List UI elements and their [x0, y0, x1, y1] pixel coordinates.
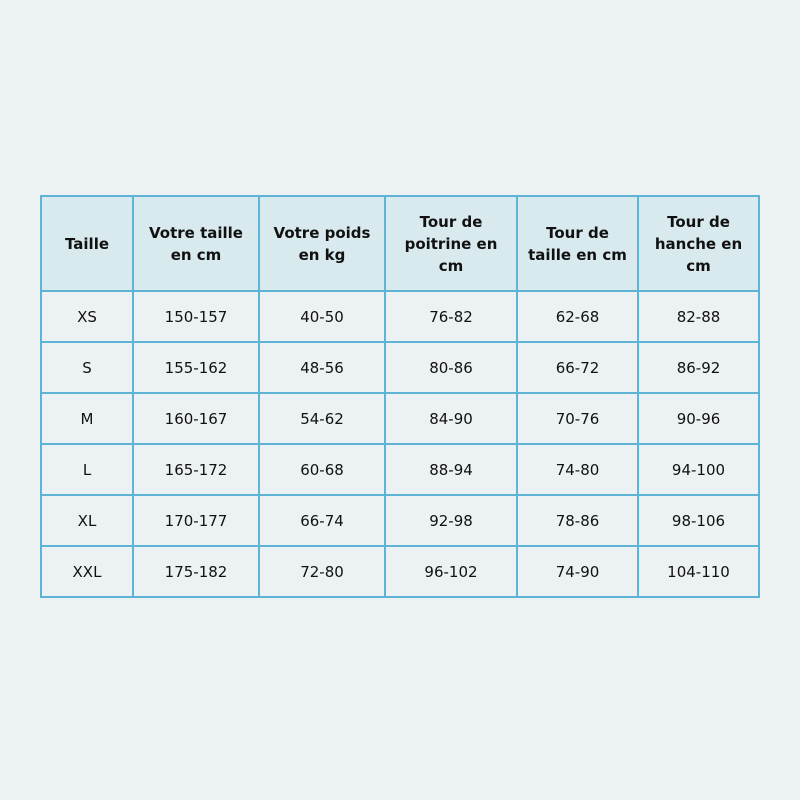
table-cell: 80-86 [384, 341, 518, 394]
column-header: Tour de taille en cm [516, 195, 639, 292]
size-cell: M [40, 392, 134, 445]
table-row: M 160-167 54-62 84-90 70-76 90-96 [40, 392, 760, 445]
table-cell: 160-167 [132, 392, 260, 445]
table-cell: 62-68 [516, 290, 639, 343]
table-cell: 86-92 [637, 341, 760, 394]
table-row: XXL 175-182 72-80 96-102 74-90 104-110 [40, 545, 760, 598]
table-cell: 70-76 [516, 392, 639, 445]
table-cell: 94-100 [637, 443, 760, 496]
table-cell: 84-90 [384, 392, 518, 445]
size-chart-table: Taille Votre taille en cm Votre poids en k… [40, 195, 760, 598]
table-row: XL 170-177 66-74 92-98 78-86 98-106 [40, 494, 760, 547]
table-cell: 72-80 [258, 545, 386, 598]
table-cell: 165-172 [132, 443, 260, 496]
table-cell: 66-72 [516, 341, 639, 394]
header-row: Taille Votre taille en cm Votre poids en k… [40, 195, 760, 292]
size-cell: XL [40, 494, 134, 547]
table-cell: 82-88 [637, 290, 760, 343]
table-cell: 48-56 [258, 341, 386, 394]
table-cell: 98-106 [637, 494, 760, 547]
table-cell: 54-62 [258, 392, 386, 445]
column-header: Tour de hanche en cm [637, 195, 760, 292]
column-header: Taille [40, 195, 134, 292]
column-header: Votre poids en kg [258, 195, 386, 292]
table-cell: 88-94 [384, 443, 518, 496]
table-row: S 155-162 48-56 80-86 66-72 86-92 [40, 341, 760, 394]
column-header: Votre taille en cm [132, 195, 260, 292]
table-cell: 96-102 [384, 545, 518, 598]
table-cell: 150-157 [132, 290, 260, 343]
table-cell: 170-177 [132, 494, 260, 547]
column-header: Tour de poitrine en cm [384, 195, 518, 292]
size-cell: XS [40, 290, 134, 343]
table-cell: 76-82 [384, 290, 518, 343]
table-cell: 74-90 [516, 545, 639, 598]
table-cell: 175-182 [132, 545, 260, 598]
table-row: XS 150-157 40-50 76-82 62-68 82-88 [40, 290, 760, 343]
size-cell: L [40, 443, 134, 496]
table-cell: 66-74 [258, 494, 386, 547]
table-cell: 74-80 [516, 443, 639, 496]
table-cell: 92-98 [384, 494, 518, 547]
size-cell: XXL [40, 545, 134, 598]
table-cell: 155-162 [132, 341, 260, 394]
size-cell: S [40, 341, 134, 394]
table-cell: 60-68 [258, 443, 386, 496]
table-cell: 90-96 [637, 392, 760, 445]
table-cell: 104-110 [637, 545, 760, 598]
table-cell: 40-50 [258, 290, 386, 343]
table-row: L 165-172 60-68 88-94 74-80 94-100 [40, 443, 760, 496]
table-cell: 78-86 [516, 494, 639, 547]
